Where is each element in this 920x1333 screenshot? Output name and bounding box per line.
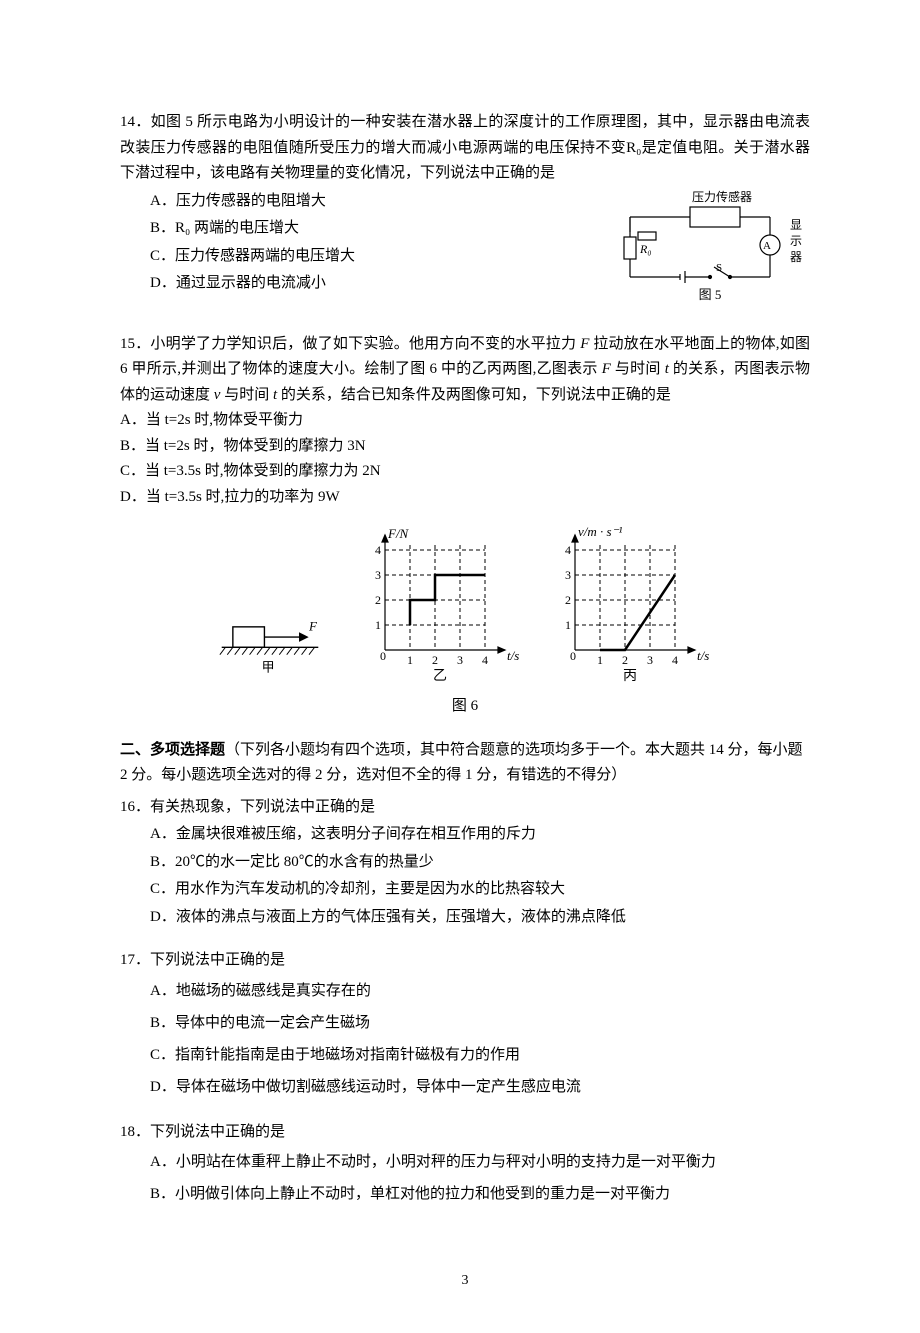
q15-opt-a: A．当 t=2s 时,物体受平衡力 bbox=[120, 408, 810, 434]
q15-options: A．当 t=2s 时,物体受平衡力 B．当 t=2s 时，物体受到的摩擦力 3N… bbox=[120, 408, 810, 510]
svg-text:4: 4 bbox=[672, 653, 678, 667]
q17-opt-d: D．导体在磁场中做切割磁感线运动时，导体中一定产生感应电流 bbox=[150, 1072, 810, 1102]
section-2-bold: 二、多项选择题 bbox=[120, 742, 225, 758]
fig6-caption: 图 6 bbox=[120, 694, 810, 720]
q16-opt-a: A．金属块很难被压缩，这表明分子间存在相互作用的斥力 bbox=[150, 822, 810, 848]
svg-text:2: 2 bbox=[375, 593, 381, 607]
q16-num: 16． bbox=[120, 799, 150, 815]
page-number: 3 bbox=[120, 1269, 810, 1293]
fig5-caption: 图 5 bbox=[699, 287, 722, 302]
q14-text: 14．如图 5 所示电路为小明设计的一种安装在潜水器上的深度计的工作原理图，其中… bbox=[120, 110, 810, 187]
svg-text:t/s: t/s bbox=[697, 648, 709, 663]
fig6-yi-chart: 0 1 2 3 4 1 2 3 4 F/N t/s 乙 bbox=[355, 520, 525, 690]
q16-opt-c: C．用水作为汽车发动机的冷却剂，主要是因为水的比热容较大 bbox=[150, 877, 810, 903]
svg-text:0: 0 bbox=[380, 649, 386, 663]
svg-text:4: 4 bbox=[565, 543, 571, 557]
svg-text:1: 1 bbox=[375, 618, 381, 632]
q14-opt-a: A．压力传感器的电阻增大 bbox=[150, 189, 590, 215]
q14-opt-d: D．通过显示器的电流减小 bbox=[150, 271, 590, 297]
fig6-jia: F 甲 bbox=[205, 560, 335, 690]
svg-text:2: 2 bbox=[432, 653, 438, 667]
svg-text:4: 4 bbox=[482, 653, 488, 667]
svg-text:3: 3 bbox=[647, 653, 653, 667]
section-2-title: 二、多项选择题（下列各小题均有四个选项，其中符合题意的选项均多于一个。本大题共 … bbox=[120, 738, 810, 789]
svg-text:乙: 乙 bbox=[433, 668, 447, 684]
svg-text:1: 1 bbox=[565, 618, 571, 632]
r0-label: R₀ bbox=[639, 242, 652, 256]
svg-text:2: 2 bbox=[622, 653, 628, 667]
q18-opt-a: A．小明站在体重秤上静止不动时，小明对秤的压力与秤对小明的支持力是一对平衡力 bbox=[150, 1147, 810, 1177]
figure-6: F 甲 0 1 bbox=[120, 520, 810, 690]
svg-text:v/m · s⁻¹: v/m · s⁻¹ bbox=[578, 524, 622, 539]
fig6-bing-chart: 0 1 2 3 4 1 2 3 4 v/m · s⁻¹ t/s 丙 bbox=[545, 520, 725, 690]
svg-text:F/N: F/N bbox=[387, 526, 410, 541]
q15-num: 15． bbox=[120, 336, 150, 352]
svg-text:4: 4 bbox=[375, 543, 381, 557]
q16-opt-b: B．20℃的水一定比 80℃的水含有的热量少 bbox=[150, 850, 810, 876]
figure-5-circuit: R₀ 压力传感器 A 显 示 器 S 图 5 bbox=[610, 187, 810, 314]
q17-num: 17． bbox=[120, 952, 150, 968]
q15-opt-c: C．当 t=3.5s 时,物体受到的摩擦力为 2N bbox=[120, 459, 810, 485]
question-15: 15．小明学了力学知识后，做了如下实验。他用方向不变的水平拉力 F 拉动放在水平… bbox=[120, 332, 810, 720]
svg-text:丙: 丙 bbox=[623, 669, 637, 684]
ammeter-a: A bbox=[763, 240, 771, 252]
display-label-2: 示 bbox=[790, 234, 802, 248]
svg-text:甲: 甲 bbox=[262, 660, 275, 675]
q17-opt-c: C．指南针能指南是由于地磁场对指南针磁极有力的作用 bbox=[150, 1040, 810, 1070]
q18-opt-b: B．小明做引体向上静止不动时，单杠对他的拉力和他受到的重力是一对平衡力 bbox=[150, 1179, 810, 1209]
svg-text:3: 3 bbox=[457, 653, 463, 667]
question-17: 17．下列说法中正确的是 A．地磁场的磁感线是真实存在的 B．导体中的电流一定会… bbox=[120, 948, 810, 1102]
q18-num: 18． bbox=[120, 1124, 150, 1140]
q14-options: A．压力传感器的电阻增大 B．R₀ 两端的电压增大 C．压力传感器两端的电压增大… bbox=[120, 187, 590, 314]
q16-opt-d: D．液体的沸点与液面上方的气体压强有关，压强增大，液体的沸点降低 bbox=[150, 905, 810, 931]
svg-text:1: 1 bbox=[597, 653, 603, 667]
switch-s: S bbox=[716, 262, 722, 274]
svg-text:t/s: t/s bbox=[507, 648, 519, 663]
svg-text:0: 0 bbox=[570, 649, 576, 663]
display-label-3: 器 bbox=[790, 250, 802, 264]
sensor-label: 压力传感器 bbox=[692, 189, 752, 204]
q14-opt-c: C．压力传感器两端的电压增大 bbox=[150, 244, 590, 270]
q15-text: 15．小明学了力学知识后，做了如下实验。他用方向不变的水平拉力 F 拉动放在水平… bbox=[120, 332, 810, 409]
svg-text:1: 1 bbox=[407, 653, 413, 667]
q15-opt-b: B．当 t=2s 时，物体受到的摩擦力 3N bbox=[120, 434, 810, 460]
q14-num: 14． bbox=[120, 114, 151, 130]
svg-text:3: 3 bbox=[565, 568, 571, 582]
display-label-1: 显 bbox=[790, 218, 802, 232]
svg-text:2: 2 bbox=[565, 593, 571, 607]
q17-opt-a: A．地磁场的磁感线是真实存在的 bbox=[150, 976, 810, 1006]
q14-opt-b: B．R₀ 两端的电压增大 bbox=[150, 216, 590, 242]
question-14: 14．如图 5 所示电路为小明设计的一种安装在潜水器上的深度计的工作原理图，其中… bbox=[120, 110, 810, 314]
question-16: 16．有关热现象，下列说法中正确的是 A．金属块很难被压缩，这表明分子间存在相互… bbox=[120, 795, 810, 931]
svg-text:3: 3 bbox=[375, 568, 381, 582]
svg-text:F: F bbox=[308, 619, 318, 634]
q17-opt-b: B．导体中的电流一定会产生磁场 bbox=[150, 1008, 810, 1038]
q15-opt-d: D．当 t=3.5s 时,拉力的功率为 9W bbox=[120, 485, 810, 511]
question-18: 18．下列说法中正确的是 A．小明站在体重秤上静止不动时，小明对秤的压力与秤对小… bbox=[120, 1120, 810, 1210]
